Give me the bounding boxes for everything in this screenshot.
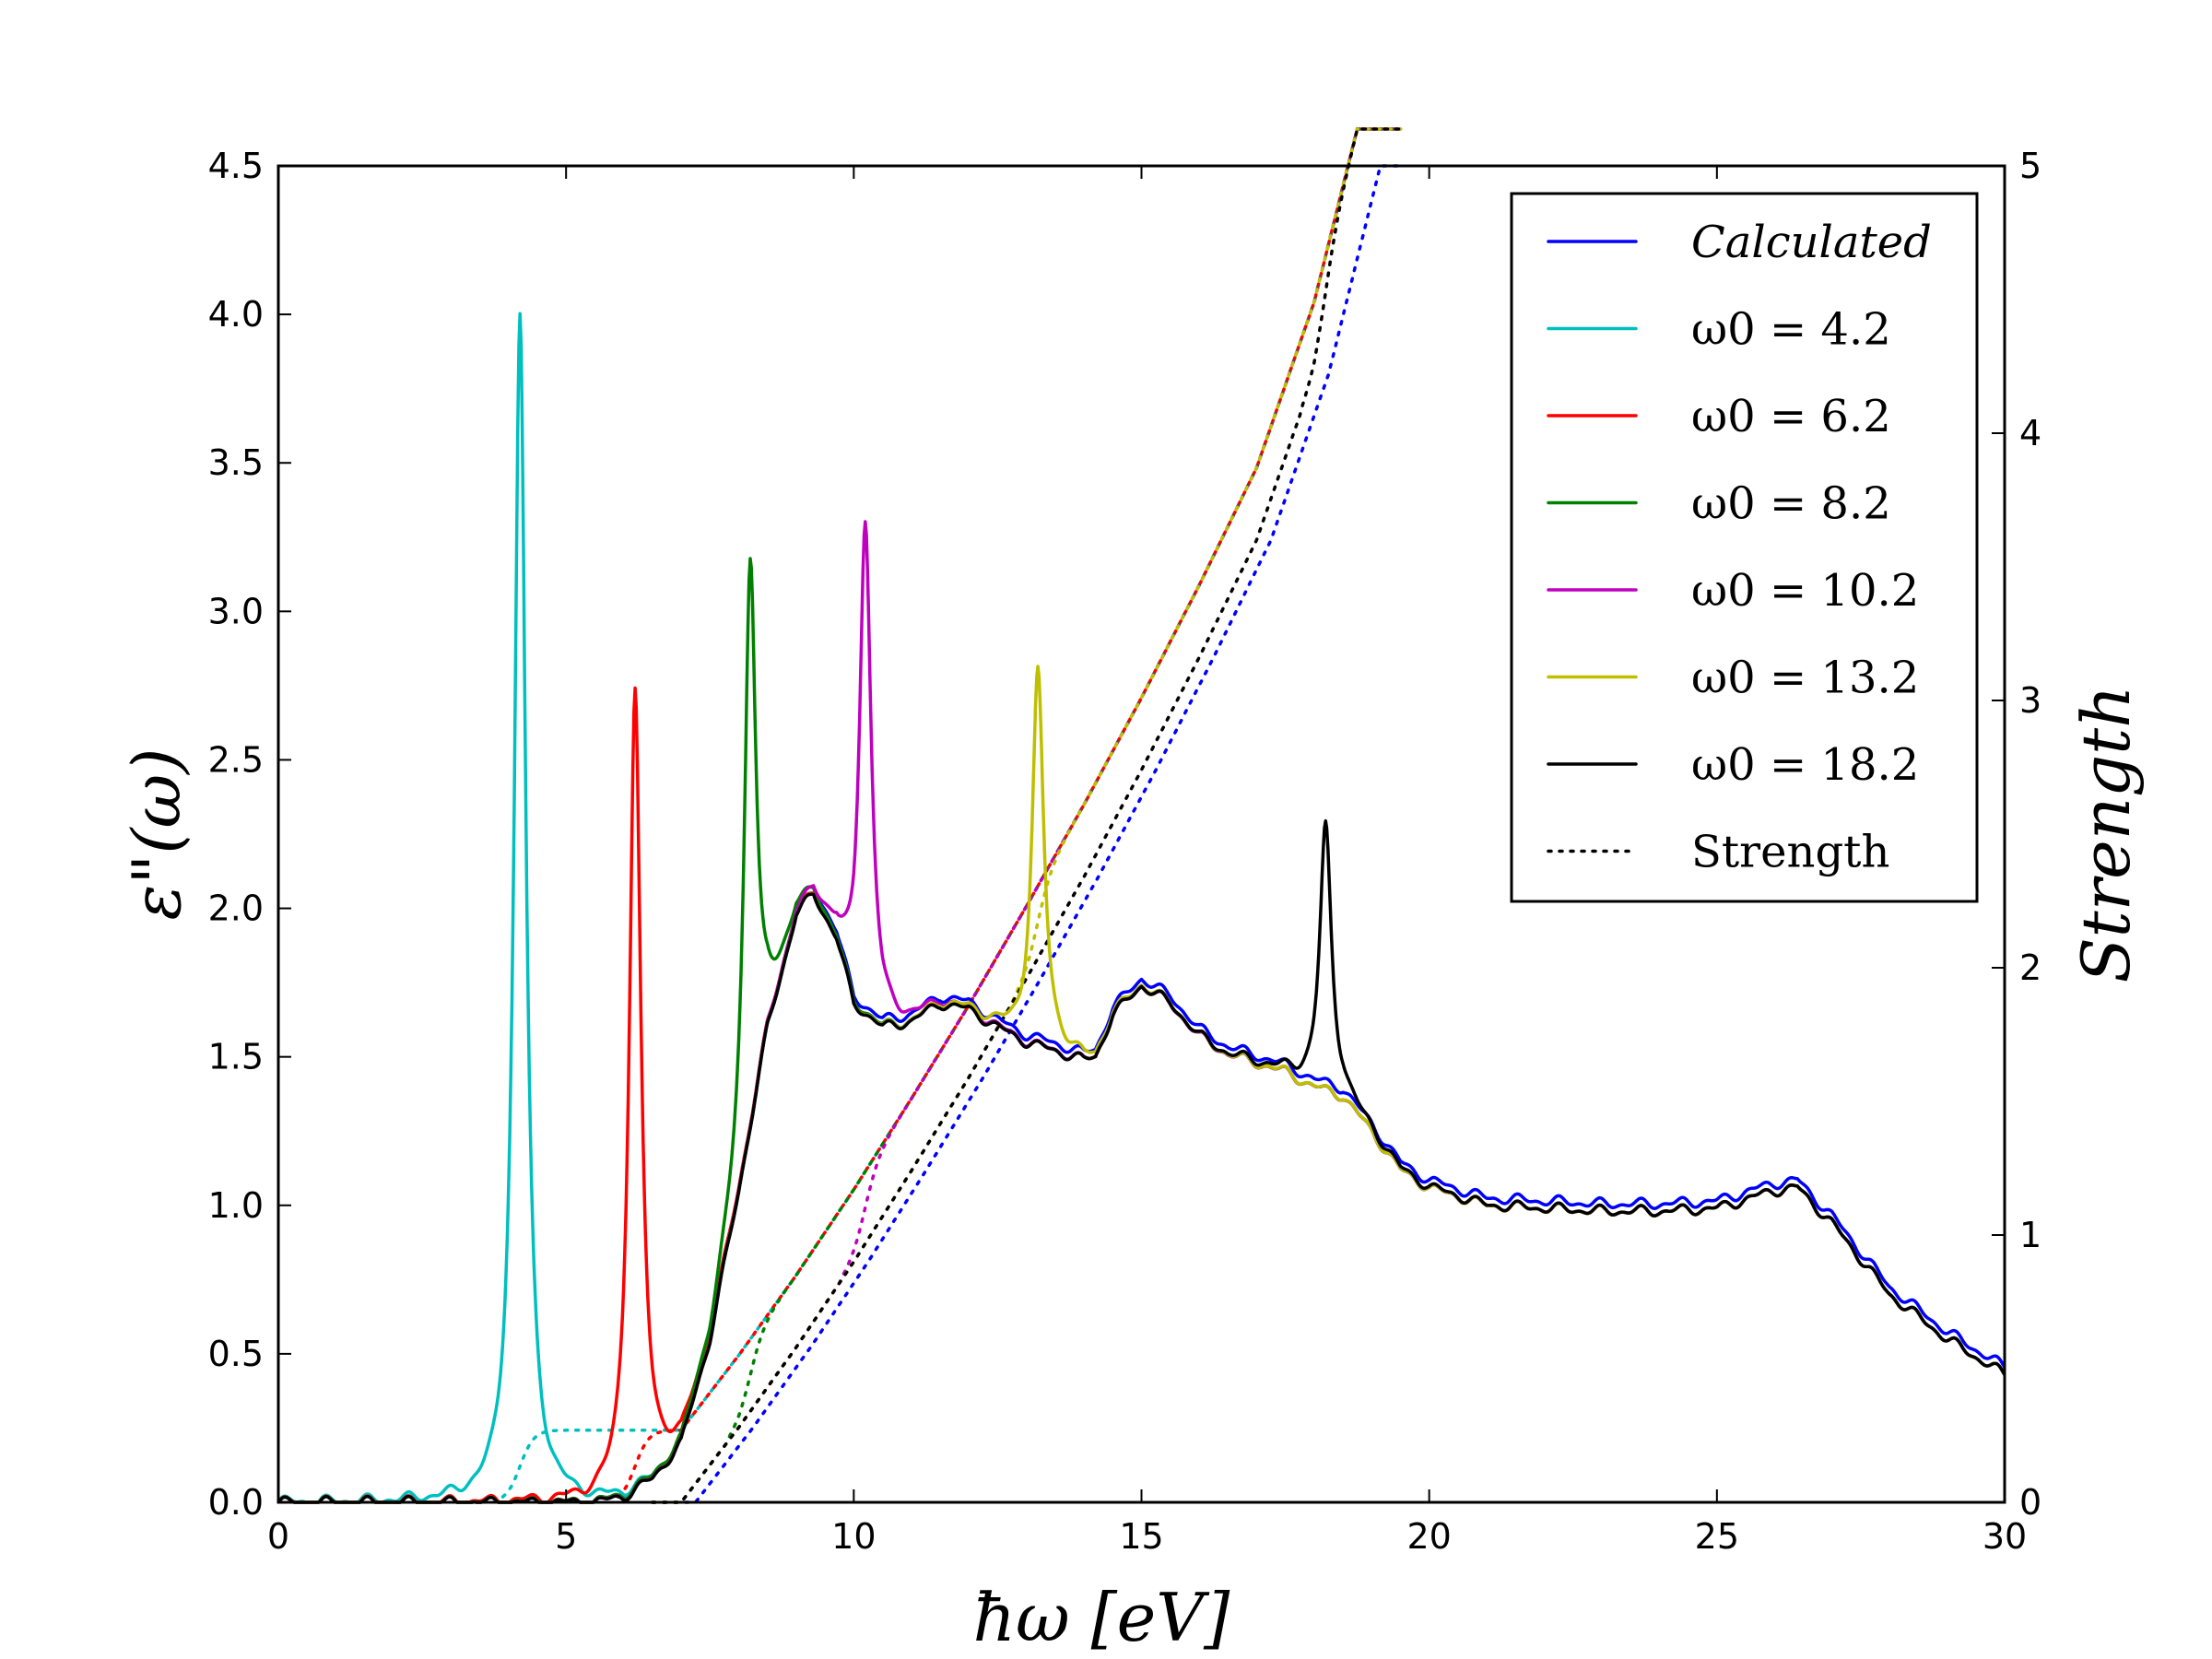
- legend-label: ω0 = 8.2: [1691, 478, 1891, 530]
- strength-line: [651, 127, 1403, 1504]
- y2-tick-label: 3: [2019, 680, 2041, 721]
- y2-tick-label: 5: [2019, 146, 2041, 186]
- strength-line: [616, 127, 1403, 1499]
- legend-label: ω0 = 4.2: [1691, 304, 1891, 356]
- legend-label: ω0 = 6.2: [1691, 391, 1891, 442]
- y2-axis-label: Strength: [2067, 685, 2145, 982]
- strength-line: [651, 127, 1403, 1504]
- legend-label: Strength: [1691, 827, 1889, 878]
- y-tick-label: 0.5: [208, 1334, 264, 1374]
- legend-label: ω0 = 18.2: [1691, 739, 1919, 791]
- strength-line: [651, 127, 1403, 1504]
- x-axis: 0 5 10 15 20 25 30: [267, 166, 2027, 1557]
- y-tick-label: 2.0: [208, 888, 264, 929]
- y-tick-label: 1.5: [208, 1037, 264, 1077]
- x-tick-label: 10: [831, 1516, 876, 1557]
- legend-label: ω0 = 13.2: [1691, 653, 1919, 704]
- y-tick-label: 4.0: [208, 294, 264, 335]
- y-axis-label: ε"(ω): [118, 748, 195, 921]
- series-line: [276, 885, 2006, 1504]
- x-tick-label: 25: [1695, 1516, 1739, 1557]
- y2-tick-label: 2: [2019, 947, 2041, 988]
- y-axis-right: 0 1 2 3 4 5: [1992, 146, 2041, 1523]
- x-tick-label: 30: [1983, 1516, 2027, 1557]
- y-tick-label: 4.5: [208, 146, 264, 186]
- y-axis-left: 0.0 0.5 1.0 1.5 2.0 2.5 3.0 3.5 4.0 4.5: [208, 146, 291, 1523]
- x-axis-label: ħω [eV]: [973, 1579, 1231, 1656]
- x-tick-label: 20: [1406, 1516, 1451, 1557]
- x-tick-label: 0: [267, 1516, 289, 1557]
- y2-tick-label: 1: [2019, 1215, 2041, 1255]
- legend-frame: [1510, 192, 1979, 903]
- legend-label: ω0 = 10.2: [1691, 565, 1919, 617]
- strength-line: [651, 164, 1403, 1504]
- y-tick-label: 0.0: [208, 1482, 264, 1523]
- y-tick-label: 3.0: [208, 591, 264, 631]
- y-tick-label: 2.5: [208, 739, 264, 780]
- x-tick-label: 15: [1119, 1516, 1163, 1557]
- x-tick-label: 5: [555, 1516, 577, 1557]
- legend-label: Calculated: [1691, 217, 1932, 268]
- legend: Calculated ω0 = 4.2 ω0 = 6.2 ω0 = 8.2 ω0 = 1…: [1510, 192, 1979, 903]
- y2-tick-label: 4: [2019, 413, 2041, 453]
- y-tick-label: 1.0: [208, 1185, 264, 1226]
- series-line: [276, 818, 2006, 1504]
- y-tick-label: 3.5: [208, 442, 264, 483]
- strength-line: [651, 127, 1403, 1504]
- y2-tick-label: 0: [2019, 1482, 2041, 1523]
